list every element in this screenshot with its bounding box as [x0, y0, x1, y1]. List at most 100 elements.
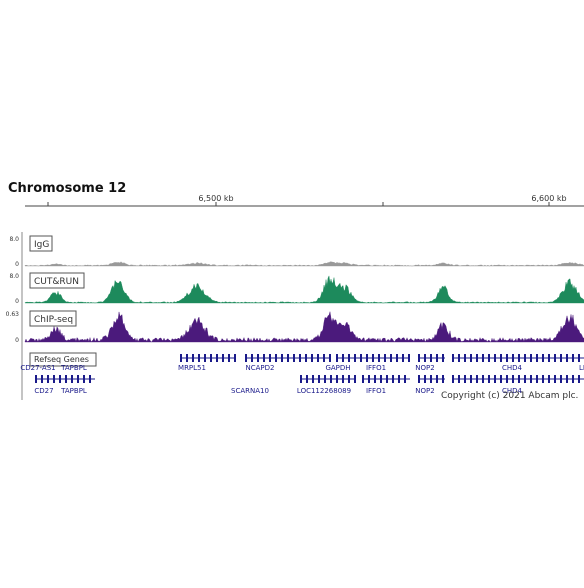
copyright: Copyright (c) 2021 Abcam plc.: [441, 391, 578, 401]
exon: [216, 354, 218, 362]
exon: [506, 375, 508, 383]
exon: [390, 354, 392, 362]
track-label-box: [29, 352, 97, 367]
exon: [536, 354, 538, 362]
gene-label: IFFO1: [366, 387, 386, 395]
exon: [578, 354, 580, 362]
exon: [418, 354, 420, 362]
exon: [392, 375, 394, 383]
gene-label: CHD4: [502, 387, 523, 395]
title: Chromosome 12: [8, 181, 126, 196]
exon: [198, 354, 200, 362]
exon: [299, 354, 301, 362]
exon: [386, 375, 388, 383]
exon: [506, 354, 508, 362]
exon: [464, 354, 466, 362]
exon: [354, 375, 356, 383]
exon: [360, 354, 362, 362]
exon: [530, 354, 532, 362]
exon: [323, 354, 325, 362]
exon: [430, 354, 432, 362]
track-label: IgG: [34, 240, 49, 250]
exon: [402, 354, 404, 362]
exon: [488, 375, 490, 383]
exon: [524, 375, 526, 383]
exon: [368, 375, 370, 383]
exon: [500, 354, 502, 362]
exon: [210, 354, 212, 362]
exon: [47, 375, 49, 383]
exon: [578, 375, 580, 383]
track-label: ChIP-seq: [34, 315, 73, 325]
exon: [554, 354, 556, 362]
track-label-box: [29, 310, 77, 327]
exon: [342, 354, 344, 362]
exon: [482, 375, 484, 383]
exon: [372, 354, 374, 362]
signal: [24, 311, 584, 343]
exon: [408, 354, 410, 362]
exon: [560, 354, 562, 362]
exon: [251, 354, 253, 362]
exon: [518, 354, 520, 362]
exon: [336, 354, 338, 362]
gene-label: MRPL51: [178, 364, 206, 372]
exon: [41, 375, 43, 383]
exon: [329, 354, 331, 362]
exon: [222, 354, 224, 362]
gene-label: NCAPD2: [246, 364, 275, 372]
exon: [452, 375, 454, 383]
track-max: 0.63: [6, 311, 20, 318]
exon: [204, 354, 206, 362]
exon: [269, 354, 271, 362]
gene-label: GAPDH: [325, 364, 350, 372]
exon: [384, 354, 386, 362]
gene-label: IFFO1: [366, 364, 386, 372]
exon: [354, 354, 356, 362]
exon: [512, 354, 514, 362]
exon: [436, 354, 438, 362]
exon: [464, 375, 466, 383]
exon: [572, 354, 574, 362]
track-label: CUT&RUN: [34, 277, 79, 287]
exon: [378, 354, 380, 362]
exon: [374, 375, 376, 383]
exon: [348, 375, 350, 383]
exon: [293, 354, 295, 362]
exon: [300, 375, 302, 383]
ruler-label: 6,600 kb: [531, 194, 566, 203]
exon: [424, 354, 426, 362]
exon: [324, 375, 326, 383]
exon: [488, 354, 490, 362]
exon: [442, 375, 444, 383]
exon: [476, 354, 478, 362]
track-max: 8.0: [9, 273, 19, 280]
exon: [560, 375, 562, 383]
exon: [482, 354, 484, 362]
exon: [366, 354, 368, 362]
exon: [312, 375, 314, 383]
track-label: Refseq Genes: [34, 355, 89, 364]
gene-label: TAPBPL: [60, 387, 87, 395]
exon: [342, 375, 344, 383]
exon: [71, 375, 73, 383]
exon: [317, 354, 319, 362]
exon: [77, 375, 79, 383]
exon: [524, 354, 526, 362]
exon: [518, 375, 520, 383]
exon: [536, 375, 538, 383]
exon: [287, 354, 289, 362]
exon: [245, 354, 247, 362]
exon: [305, 354, 307, 362]
exon: [336, 375, 338, 383]
exon: [476, 375, 478, 383]
exon: [548, 354, 550, 362]
exon: [89, 375, 91, 383]
exon: [398, 375, 400, 383]
exon: [281, 354, 283, 362]
gene-label: LI: [579, 364, 584, 372]
exon: [228, 354, 230, 362]
track-min: 0: [15, 337, 19, 344]
